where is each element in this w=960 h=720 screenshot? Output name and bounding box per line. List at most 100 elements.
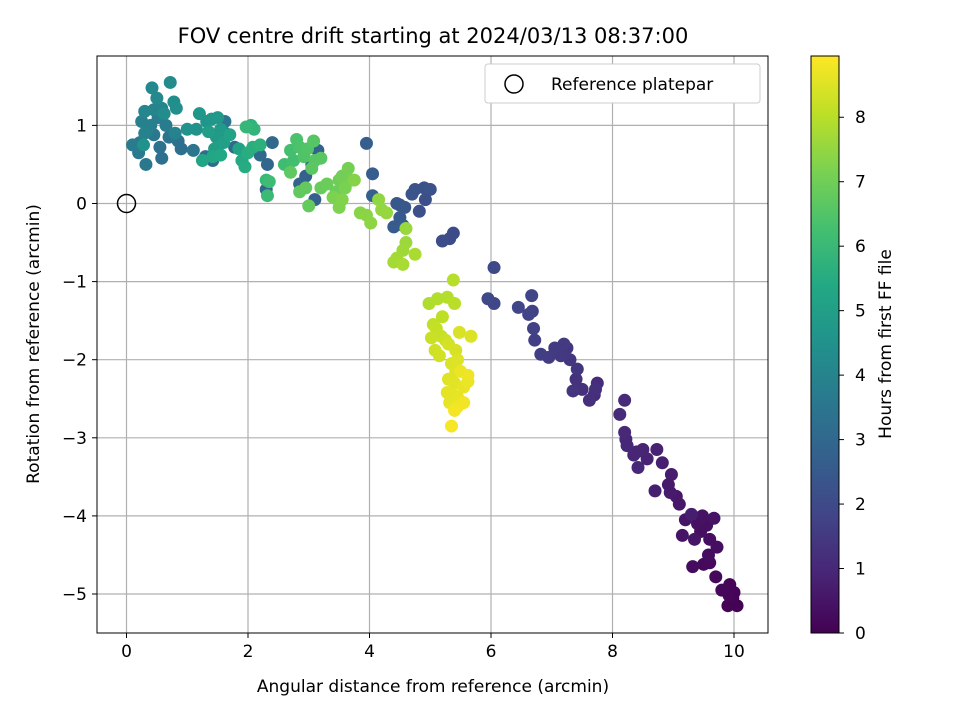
x-tick-label: 6: [486, 642, 497, 662]
data-point: [412, 204, 426, 218]
data-point: [302, 199, 316, 213]
data-point: [707, 511, 721, 525]
x-tick-label: 8: [607, 642, 618, 662]
data-point: [582, 393, 596, 407]
x-tick-label: 10: [723, 642, 745, 662]
data-point: [138, 104, 152, 118]
data-point: [214, 148, 228, 162]
data-point: [265, 136, 279, 150]
plot-frame: [96, 55, 769, 634]
data-point: [186, 143, 200, 157]
data-point: [446, 273, 460, 287]
y-axis-ticks: −5 −4 −3 −2 −1 0 1: [62, 116, 97, 605]
data-point: [150, 91, 164, 105]
data-point: [487, 261, 501, 275]
data-point: [522, 307, 536, 321]
data-point: [650, 443, 664, 457]
legend-reference-marker: [504, 74, 524, 94]
data-point: [307, 134, 321, 148]
data-point: [390, 197, 404, 210]
data-point: [314, 151, 328, 165]
data-point: [335, 193, 349, 207]
data-point: [260, 189, 274, 203]
y-tick-label: −4: [62, 507, 87, 527]
data-point: [686, 560, 700, 574]
colorbar-ticks: 0 1 2 3 4 5 6 7 8: [839, 108, 866, 644]
data-point: [709, 570, 723, 584]
data-point: [145, 81, 159, 95]
colorbar-tick-label: 7: [855, 173, 866, 193]
legend: Reference platepar: [484, 63, 761, 104]
data-point: [695, 509, 709, 523]
data-point: [180, 122, 194, 136]
data-point: [299, 181, 313, 195]
data-point: [569, 372, 583, 386]
data-point: [320, 177, 334, 191]
data-point: [238, 160, 252, 174]
data-point: [163, 75, 177, 89]
data-point: [126, 138, 140, 152]
data-point: [287, 154, 301, 168]
data-point: [305, 161, 319, 175]
data-point: [423, 182, 437, 196]
data-point: [655, 456, 669, 470]
data-point: [157, 107, 171, 121]
data-point: [260, 157, 274, 171]
data-point: [192, 107, 206, 121]
data-point: [618, 393, 632, 407]
data-point: [155, 151, 169, 165]
data-point: [262, 175, 276, 189]
y-axis-label: Rotation from reference (arcmin): [24, 204, 44, 484]
data-point: [648, 484, 662, 498]
data-point: [566, 384, 580, 398]
data-point: [620, 439, 634, 453]
data-point: [432, 349, 446, 363]
data-point: [202, 125, 216, 139]
data-point: [525, 289, 539, 303]
data-point: [338, 181, 352, 195]
data-point: [431, 292, 445, 306]
data-point: [627, 448, 641, 462]
data-point: [284, 165, 298, 179]
data-point: [461, 368, 475, 382]
data-point: [445, 419, 459, 433]
data-point: [341, 161, 355, 175]
data-point: [701, 548, 715, 562]
chart-title: FOV centre drift starting at 2024/03/13 …: [178, 24, 689, 48]
legend-label: Reference platepar: [551, 75, 713, 95]
data-point: [440, 386, 454, 400]
data-point: [189, 122, 203, 136]
y-tick-label: −2: [62, 351, 87, 371]
legend-box: [484, 63, 761, 104]
x-tick-label: 4: [364, 642, 375, 662]
y-tick-label: 1: [76, 116, 87, 136]
data-point: [408, 247, 422, 261]
data-point: [511, 300, 525, 314]
data-point: [588, 382, 602, 396]
data-point: [359, 136, 373, 150]
colorbar-tick-label: 8: [855, 108, 866, 128]
data-point: [139, 157, 153, 171]
grid-lines: [97, 56, 768, 633]
data-point: [195, 154, 209, 168]
data-point: [137, 138, 151, 152]
colorbar-tick-label: 0: [855, 624, 866, 644]
colorbar-tick-label: 5: [855, 302, 866, 322]
data-point: [534, 347, 548, 361]
data-point: [715, 583, 729, 597]
x-axis-ticks: 0 2 4 6 8 10: [121, 633, 745, 662]
data-point: [364, 216, 378, 230]
colorbar-tick-label: 6: [855, 237, 866, 257]
colorbar-tick-label: 4: [855, 366, 866, 386]
y-tick-label: 0: [76, 195, 87, 215]
data-point: [457, 396, 471, 410]
x-axis-label: Angular distance from reference (arcmin): [257, 677, 609, 697]
data-point: [452, 325, 466, 339]
reference-point-marker: [116, 193, 137, 214]
data-point: [372, 193, 386, 207]
data-point: [675, 528, 689, 542]
data-point: [618, 425, 632, 439]
data-point: [138, 126, 152, 140]
data-point: [631, 460, 645, 474]
